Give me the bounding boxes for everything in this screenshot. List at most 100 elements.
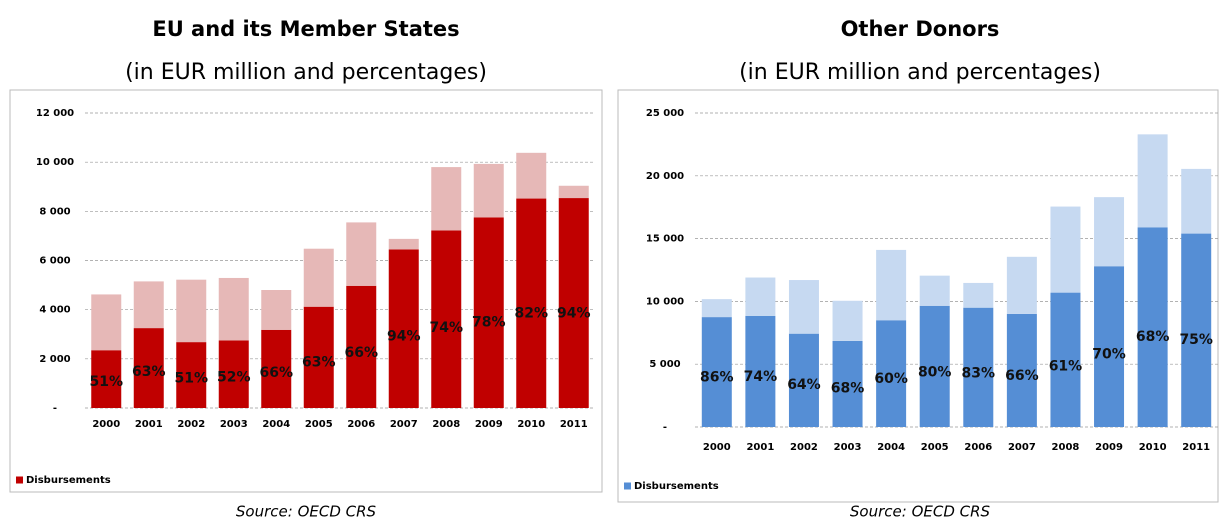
x-tick-label: 2010: [1139, 442, 1167, 453]
bar-segment: [745, 277, 776, 316]
bar-segment: [473, 217, 504, 408]
share-label: 68%: [831, 380, 865, 396]
bar-segment: [558, 185, 589, 199]
share-label: 51%: [89, 374, 123, 390]
bar-segment: [963, 307, 994, 427]
share-label: 86%: [700, 370, 734, 386]
bar-segment: [963, 282, 994, 308]
x-tick-label: 2003: [834, 442, 862, 453]
share-label: 74%: [429, 320, 463, 336]
bar-segment: [388, 249, 419, 408]
x-tick-label: 2007: [1008, 442, 1036, 453]
share-label: 64%: [787, 377, 821, 393]
bar-segment: [1137, 227, 1168, 427]
share-label: 80%: [918, 364, 952, 380]
bar-segment: [303, 248, 334, 307]
x-tick-label: 2001: [746, 442, 774, 453]
y-tick-label: -: [663, 422, 667, 433]
bar-segment: [346, 285, 377, 408]
bar-segment: [1181, 168, 1212, 234]
x-tick-label: 2006: [964, 442, 992, 453]
bar-segment: [91, 294, 122, 351]
bar-segment: [133, 281, 164, 329]
bar-segment: [832, 340, 863, 427]
bar-segment: [701, 317, 732, 427]
bar-segment: [218, 340, 249, 408]
bar-segment: [1050, 206, 1081, 293]
y-tick-label: 6 000: [39, 256, 70, 267]
bar-segment: [91, 350, 122, 408]
x-tick-label: 2001: [135, 419, 163, 430]
bar-segment: [176, 342, 207, 408]
bar-segment: [473, 163, 504, 218]
x-tick-label: 2006: [347, 419, 375, 430]
bar-segment: [516, 152, 547, 199]
y-tick-label: 2 000: [39, 354, 70, 365]
source-note: Source: OECD CRS: [236, 503, 377, 521]
y-tick-label: 10 000: [36, 157, 74, 168]
x-tick-label: 2008: [1052, 442, 1080, 453]
bar-segment: [346, 222, 377, 286]
bar-segment: [788, 333, 819, 427]
x-tick-label: 2003: [220, 419, 248, 430]
bar-segment: [788, 280, 819, 334]
x-tick-label: 2009: [1095, 442, 1123, 453]
share-label: 70%: [1092, 347, 1126, 363]
chart-frame: [617, 89, 1219, 503]
share-label: 60%: [874, 371, 908, 387]
legend-swatch: [624, 482, 631, 490]
bar-segment: [176, 279, 207, 343]
bar-segment: [1006, 313, 1037, 427]
legend-label: Disbursements: [634, 481, 719, 492]
x-tick-label: 2007: [390, 419, 418, 430]
share-label: 78%: [472, 314, 506, 330]
source-note: Source: OECD CRS: [850, 503, 991, 521]
bar-segment: [701, 299, 732, 318]
chart-subtitle: (in EUR million and percentages): [125, 60, 487, 85]
x-tick-label: 2000: [703, 442, 731, 453]
x-tick-label: 2000: [92, 419, 120, 430]
share-label: 61%: [1049, 359, 1083, 375]
x-tick-label: 2005: [305, 419, 333, 430]
bar-segment: [1181, 233, 1212, 427]
bar-segment: [876, 320, 907, 427]
bar-segment: [516, 198, 547, 408]
bar-segment: [388, 238, 419, 250]
x-tick-label: 2002: [177, 419, 205, 430]
chart-frame: [9, 89, 603, 493]
share-label: 83%: [962, 365, 996, 381]
share-label: 68%: [1136, 329, 1170, 345]
chart-subtitle: (in EUR million and percentages): [739, 60, 1101, 85]
bar-segment: [919, 305, 950, 427]
bar-segment: [1094, 197, 1125, 267]
legend-label: Disbursements: [26, 475, 111, 486]
bar-segment: [876, 249, 907, 321]
legend-swatch: [16, 476, 23, 484]
share-label: 52%: [217, 370, 251, 386]
share-label: 75%: [1179, 332, 1213, 348]
chart-title: EU and its Member States: [152, 17, 459, 41]
x-tick-label: 2005: [921, 442, 949, 453]
x-tick-label: 2009: [475, 419, 503, 430]
bar-segment: [1006, 256, 1037, 314]
x-tick-label: 2010: [517, 419, 545, 430]
share-label: 82%: [514, 306, 548, 322]
y-tick-label: 10 000: [646, 296, 684, 307]
share-label: 66%: [344, 345, 378, 361]
bar-segment: [431, 167, 462, 231]
y-tick-label: 4 000: [39, 305, 70, 316]
share-label: 51%: [174, 370, 208, 386]
share-label: 74%: [744, 369, 778, 385]
x-tick-label: 2011: [560, 419, 588, 430]
bar-segment: [133, 328, 164, 408]
share-label: 63%: [132, 364, 166, 380]
chart-title: Other Donors: [841, 17, 1000, 41]
y-tick-label: 12 000: [36, 108, 74, 119]
bar-segment: [745, 315, 776, 427]
bar-segment: [261, 290, 292, 330]
share-label: 66%: [259, 365, 293, 381]
x-tick-label: 2004: [877, 442, 905, 453]
y-tick-label: 15 000: [646, 234, 684, 245]
share-label: 94%: [557, 306, 591, 322]
